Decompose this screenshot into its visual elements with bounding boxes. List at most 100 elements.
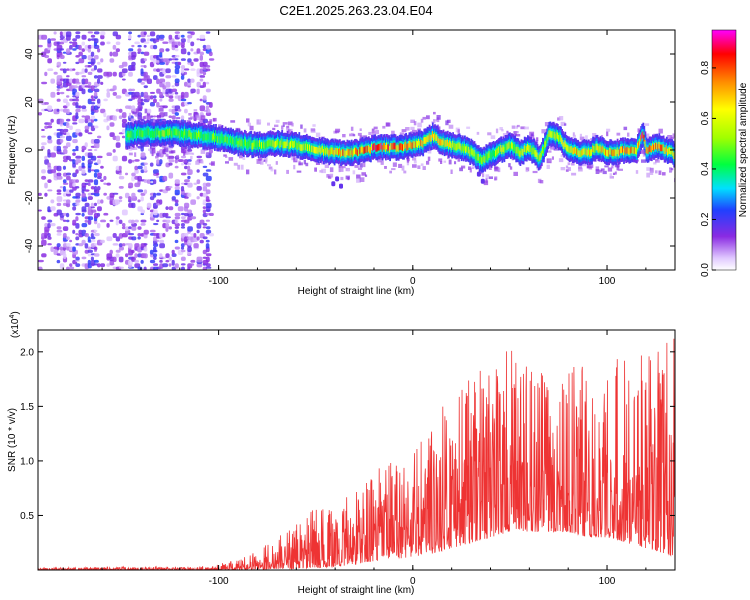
spectrogram-x-ticks: -100 0 100: [62, 30, 647, 287]
ridge-cell: [200, 131, 202, 139]
ridge-cell: [269, 139, 272, 146]
noise-cell: [118, 165, 122, 171]
noise-cell: [140, 68, 144, 74]
ridge-cell: [636, 148, 638, 155]
noise-cell: [121, 226, 126, 230]
noise-cell: [165, 259, 170, 263]
noise-cell: [137, 48, 142, 53]
ridge-cell: [572, 147, 575, 155]
noise-cell: [143, 85, 148, 89]
noise-cell: [165, 81, 171, 88]
ridge-cell: [367, 145, 370, 152]
noise-cell: [115, 216, 120, 220]
noise-cell: [69, 78, 74, 84]
colorbar-label: Normalized spectral amplitude: [738, 82, 749, 217]
noise-cell: [118, 186, 124, 189]
ridge-cell: [335, 148, 338, 155]
ridge-cell: [360, 146, 363, 154]
halo-cell: [246, 118, 250, 123]
noise-cell: [112, 115, 117, 121]
noise-cell: [184, 233, 189, 236]
noise-cell: [153, 44, 158, 50]
noise-cell: [202, 223, 208, 226]
halo-cell: [422, 116, 426, 120]
noise-cell: [72, 85, 78, 89]
ridge-cell: [161, 129, 164, 137]
halo-cell: [156, 114, 161, 119]
halo-cell: [286, 169, 289, 174]
noise-cell: [156, 172, 160, 176]
ridge-cell: [532, 147, 535, 154]
noise-cell: [72, 219, 77, 226]
noise-cell: [66, 68, 70, 71]
noise-cell: [199, 192, 204, 197]
noise-cell: [168, 172, 174, 179]
halo-cell: [436, 115, 441, 120]
x-tick-label: -100: [209, 576, 229, 587]
halo-cell: [294, 155, 298, 161]
ridge-cell: [468, 146, 471, 154]
halo-cell: [375, 129, 379, 135]
ridge-cell: [539, 153, 542, 160]
noise-cell: [50, 118, 54, 123]
noise-cell: [174, 199, 179, 203]
ridge-cell: [465, 146, 467, 154]
noise-cell: [81, 162, 85, 168]
ridge-cell: [153, 131, 155, 138]
noise-cell: [112, 44, 117, 50]
noise-cell: [180, 41, 185, 47]
ridge-cell: [388, 143, 390, 151]
halo-cell: [497, 167, 501, 173]
halo-cell: [448, 124, 454, 129]
noise-cell: [93, 249, 97, 252]
ridge-cell: [146, 128, 149, 135]
noise-cell: [106, 88, 110, 93]
noise-cell: [38, 112, 43, 116]
halo-cell: [546, 150, 552, 153]
noise-cell: [62, 253, 67, 259]
noise-cell: [72, 95, 77, 98]
noise-cell: [69, 266, 75, 270]
halo-cell: [558, 116, 564, 121]
noise-cell: [75, 186, 80, 189]
spectrogram-y-label: Frequency (Hz): [7, 116, 18, 185]
noise-cell: [115, 219, 119, 226]
noise-cell: [187, 78, 191, 83]
ridge-cell: [469, 149, 472, 157]
noise-cell: [56, 61, 62, 67]
halo-cell: [342, 166, 346, 169]
noise-cell: [81, 34, 87, 40]
noise-cell: [140, 233, 145, 237]
noise-cell: [140, 51, 145, 55]
ridge-cell: [330, 147, 333, 155]
noise-cell: [93, 149, 98, 151]
noise-cell: [162, 41, 169, 44]
halo-cell: [303, 159, 306, 165]
halo-cell: [144, 143, 150, 147]
ridge-cell: [219, 136, 222, 143]
noise-cell: [143, 51, 150, 56]
noise-cell: [72, 38, 77, 42]
noise-cell: [146, 179, 151, 184]
noise-cell: [81, 55, 87, 60]
halo-cell: [454, 161, 457, 165]
noise-cell: [180, 68, 185, 74]
noise-cell: [90, 233, 94, 238]
noise-cell: [140, 223, 146, 226]
noise-cell: [75, 199, 81, 203]
noise-cell: [103, 175, 107, 181]
ridge-cell: [473, 149, 476, 157]
noise-cell: [62, 128, 69, 133]
noise-cell: [81, 78, 86, 85]
halo-cell: [572, 134, 576, 140]
halo-cell: [646, 167, 652, 171]
noise-cell: [156, 34, 161, 40]
ridge-cell: [333, 150, 336, 157]
halo-cell: [642, 153, 646, 157]
noise-cell: [190, 41, 195, 47]
halo-cell: [443, 160, 447, 163]
halo-cell: [520, 126, 526, 130]
noise-cell: [187, 226, 193, 232]
halo-cell: [272, 127, 276, 131]
ridge-cell: [449, 140, 451, 148]
